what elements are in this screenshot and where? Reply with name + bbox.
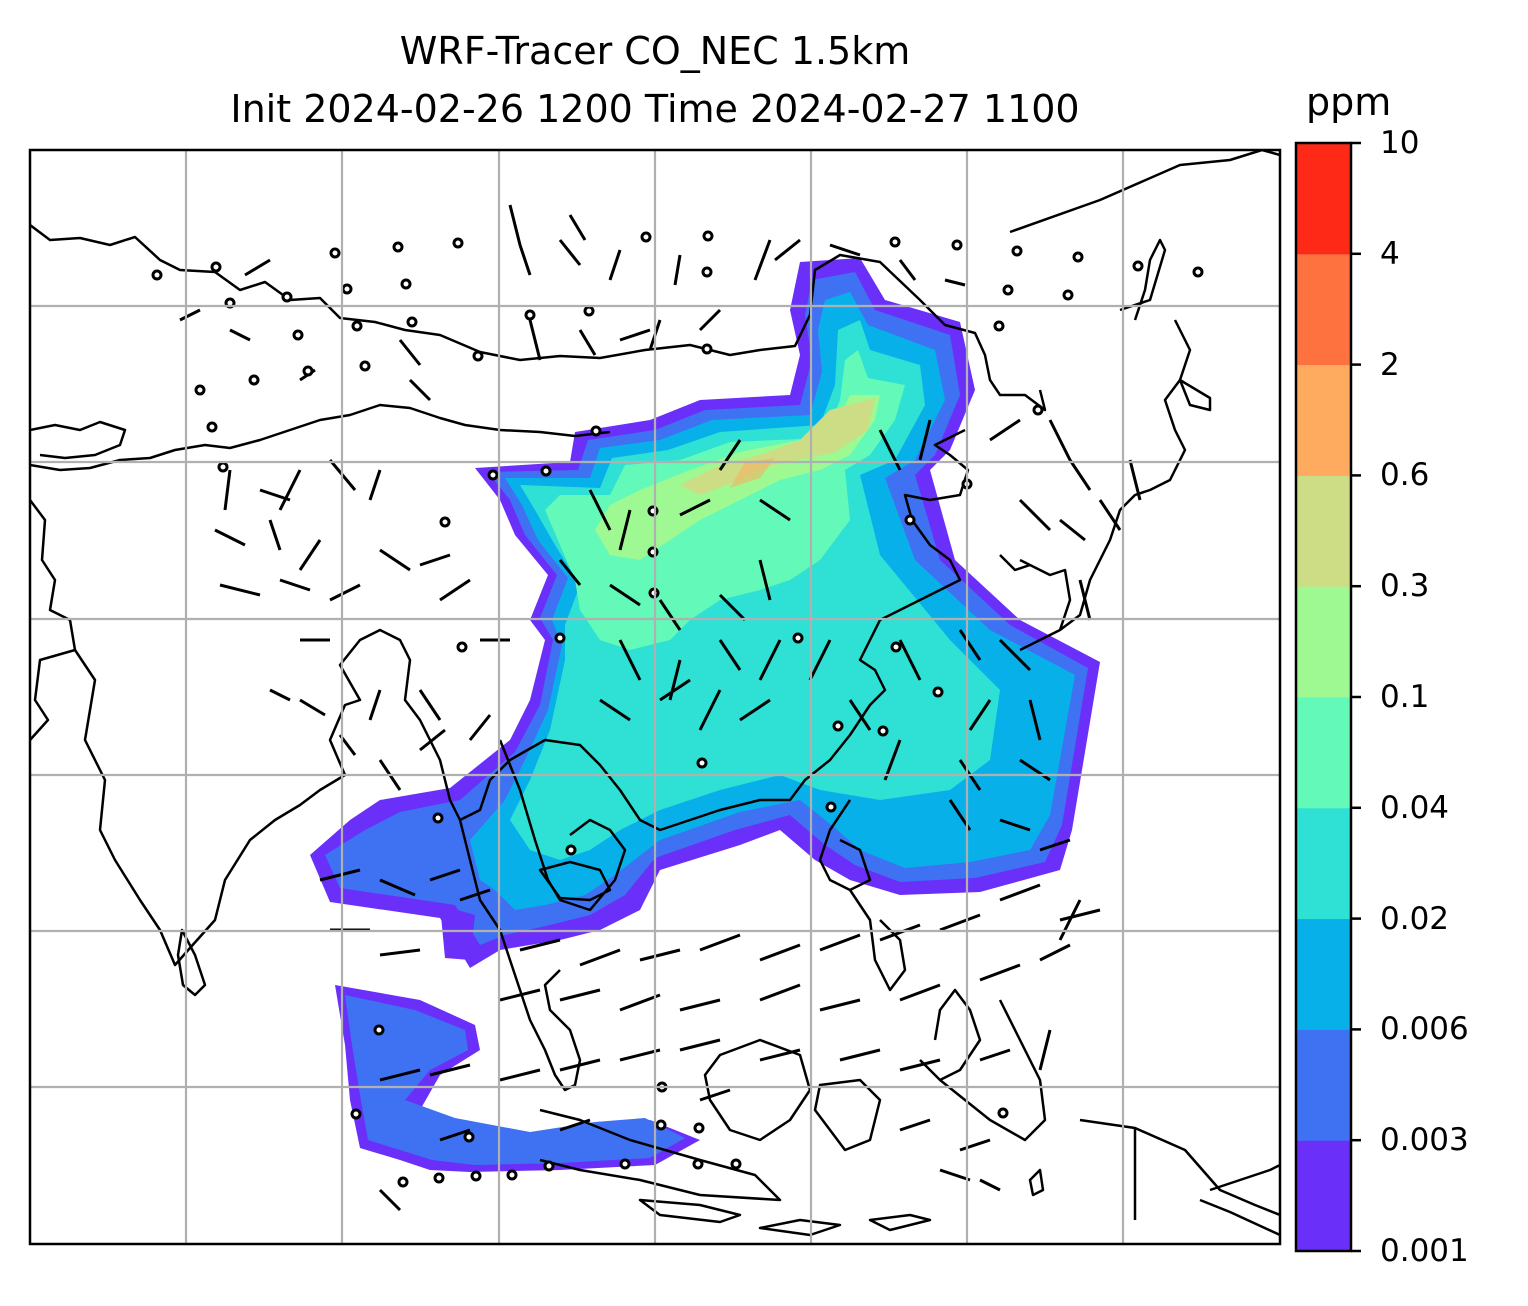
colorbar-tick-label: 0.1 [1380,679,1430,715]
colorbar-tick-label: 4 [1380,235,1400,272]
calm-wind-markers [151,230,1204,1188]
colorbar-tick-label: 2 [1380,346,1400,383]
colorbar-tick-label: 10 [1380,125,1420,161]
colorbar-segment [1296,918,1351,1030]
colorbar-segment [1296,807,1351,920]
colorbar-segment [1296,1140,1351,1252]
colorbar-tick-label: 0.02 [1380,900,1450,937]
colorbar-tick-label: 0.001 [1380,1233,1469,1269]
map-area [30,150,1280,1244]
plot-title-line1: WRF-Tracer CO_NEC 1.5km [399,29,911,73]
colorbar-tick-label: 0.04 [1380,789,1450,826]
colorbar-segment [1296,586,1351,698]
colorbar-unit-label: ppm [1306,80,1392,124]
colorbar-tick-label: 0.6 [1380,457,1430,494]
wind-barbs [179,204,1142,1212]
map-frame [28,148,1282,1246]
plume-south-spot [440,905,475,960]
colorbar-segment [1296,1029,1351,1141]
plot-title-line2: Init 2024-02-26 1200 Time 2024-02-27 110… [230,87,1080,131]
plume-0.6-main [730,458,775,488]
colorbar [1296,141,1361,1253]
plume-0.003-south [345,995,685,1165]
colorbar-tick-label: 0.3 [1380,568,1430,605]
colorbar-segment [1296,697,1351,809]
concentration-field [310,258,1100,1172]
graticule [30,150,1280,1244]
plume-0.3-main [680,398,875,495]
colorbar-segment [1296,364,1351,476]
colorbar-tick-label: 0.006 [1380,1011,1469,1048]
colorbar-segment [1296,253,1351,366]
colorbar-tick-label: 0.003 [1380,1122,1469,1159]
colorbar-frame [1294,141,1353,1253]
colorbar-segment [1296,475,1351,587]
colorbar-segment [1296,143,1351,255]
